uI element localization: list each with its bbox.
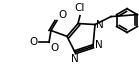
Text: O: O: [30, 37, 38, 47]
Text: Cl: Cl: [75, 3, 85, 13]
Text: O: O: [50, 43, 58, 53]
Text: O: O: [58, 10, 66, 20]
Text: N: N: [95, 40, 103, 50]
Text: N: N: [71, 54, 79, 64]
Text: N: N: [96, 20, 104, 30]
